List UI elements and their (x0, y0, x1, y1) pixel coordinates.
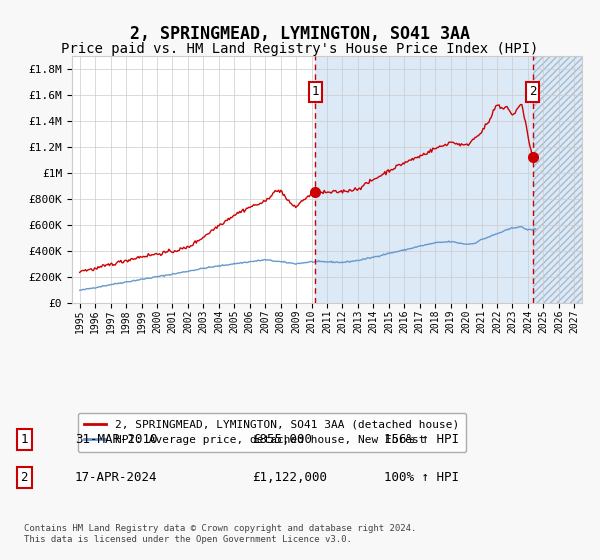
Text: 1: 1 (311, 85, 319, 99)
Legend: 2, SPRINGMEAD, LYMINGTON, SO41 3AA (detached house), HPI: Average price, detache: 2, SPRINGMEAD, LYMINGTON, SO41 3AA (deta… (77, 413, 466, 452)
Text: 2: 2 (20, 471, 28, 484)
Text: 100% ↑ HPI: 100% ↑ HPI (384, 471, 459, 484)
Text: Price paid vs. HM Land Registry's House Price Index (HPI): Price paid vs. HM Land Registry's House … (61, 42, 539, 56)
Text: 31-MAR-2010: 31-MAR-2010 (75, 433, 157, 446)
Bar (533, 56, 582, 304)
Text: 2: 2 (529, 85, 536, 99)
Text: 17-APR-2024: 17-APR-2024 (75, 471, 157, 484)
Text: 2, SPRINGMEAD, LYMINGTON, SO41 3AA: 2, SPRINGMEAD, LYMINGTON, SO41 3AA (130, 25, 470, 43)
Text: 156% ↑ HPI: 156% ↑ HPI (384, 433, 459, 446)
Text: £1,122,000: £1,122,000 (252, 471, 327, 484)
Text: £855,000: £855,000 (252, 433, 312, 446)
Bar (316, 56, 533, 304)
Text: This data is licensed under the Open Government Licence v3.0.: This data is licensed under the Open Gov… (24, 535, 352, 544)
Text: Contains HM Land Registry data © Crown copyright and database right 2024.: Contains HM Land Registry data © Crown c… (24, 524, 416, 533)
Text: 1: 1 (20, 433, 28, 446)
Bar (533, 56, 582, 304)
